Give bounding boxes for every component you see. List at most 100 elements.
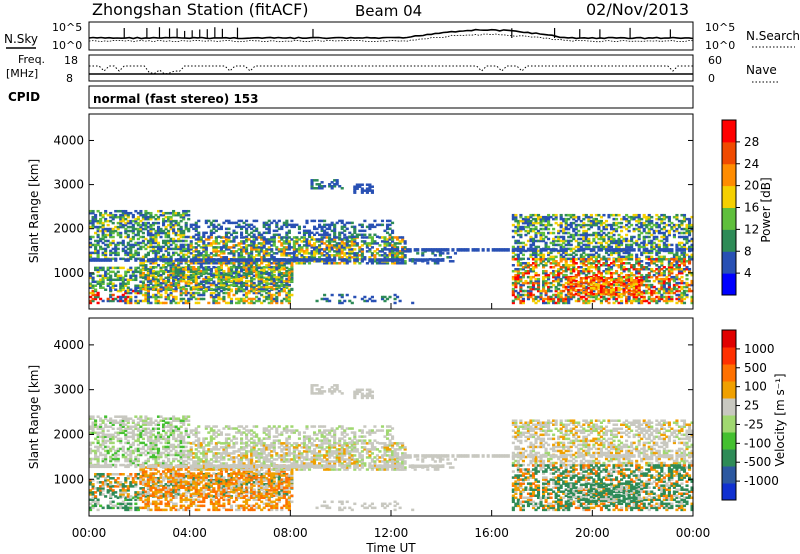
power-cell: [690, 297, 694, 301]
power-cell: [124, 213, 128, 217]
power-cell: [579, 291, 583, 295]
power-cell: [290, 279, 294, 283]
power-cell: [519, 227, 523, 231]
power-cell: [245, 262, 249, 265]
power-cell: [625, 284, 629, 288]
power-cell: [194, 285, 198, 289]
power-cell: [579, 258, 583, 261]
power-cell: [134, 288, 138, 291]
power-cell: [662, 225, 666, 229]
power-cell: [189, 262, 193, 265]
power-cell: [217, 291, 221, 295]
power-cell: [567, 253, 571, 257]
power-cell: [672, 255, 676, 259]
power-cell: [310, 231, 314, 235]
power-cell: [657, 245, 661, 249]
power-cell: [177, 270, 181, 274]
power-cell: [333, 244, 337, 247]
power-cell: [126, 241, 130, 245]
power-cell: [325, 233, 329, 237]
power-cell: [247, 297, 251, 301]
power-cell: [363, 219, 367, 223]
power-cell: [562, 301, 566, 305]
power-cell: [204, 265, 208, 269]
power-cell: [552, 271, 556, 275]
power-cell: [270, 221, 274, 225]
power-cell: [126, 251, 130, 255]
power-cell: [250, 279, 254, 283]
power-cell: [363, 240, 367, 243]
power-cell: [202, 271, 206, 275]
power-cell: [584, 273, 588, 277]
power-cell: [574, 273, 578, 277]
power-cell: [262, 231, 266, 235]
power-cell: [348, 248, 352, 251]
power-cell: [534, 219, 538, 223]
power-cell: [182, 231, 186, 235]
power-cell: [204, 275, 208, 279]
power-cell: [96, 293, 100, 297]
power-cell: [161, 241, 166, 245]
power-cell: [645, 283, 649, 287]
power-cell: [511, 258, 515, 261]
power-cell: [577, 243, 581, 247]
power-cell: [519, 258, 523, 261]
power-cell: [552, 243, 556, 247]
power-cell: [141, 264, 145, 267]
power-cell: [156, 279, 161, 283]
power-cell: [149, 262, 153, 265]
power-cell: [675, 297, 679, 301]
power-cell: [612, 264, 616, 267]
power-cell: [229, 221, 234, 225]
power-cell: [441, 252, 445, 255]
power-cell: [559, 297, 563, 301]
power-cell: [310, 252, 314, 255]
power-cell: [275, 221, 279, 225]
power-cell: [635, 223, 639, 227]
power-cell: [602, 269, 606, 273]
power-cell: [262, 238, 266, 241]
power-cell: [209, 229, 213, 233]
power-cell: [164, 291, 168, 295]
power-cell: [232, 250, 236, 253]
power-cell: [199, 240, 203, 243]
power-cell: [368, 233, 372, 237]
power-cell: [146, 275, 150, 279]
power-cell: [642, 251, 646, 255]
power-cell: [567, 247, 571, 251]
power-cell: [660, 285, 664, 289]
power-cell: [388, 252, 392, 255]
power-cell: [245, 219, 249, 223]
power-cell: [161, 213, 166, 217]
power-cell: [670, 287, 674, 291]
power-cell: [582, 225, 586, 229]
power-cell: [521, 281, 525, 285]
power-cell: [282, 221, 286, 225]
power-cell: [360, 223, 364, 227]
power-cell: [614, 223, 619, 227]
power-cell: [172, 273, 176, 277]
power-cell: [179, 275, 183, 279]
power-cell: [559, 245, 563, 249]
power-cell: [255, 264, 259, 267]
power-cell: [134, 289, 138, 293]
power-cell: [99, 217, 103, 221]
power-cell: [260, 301, 264, 305]
power-cell: [219, 227, 223, 231]
power-cell: [174, 245, 178, 249]
power-cell: [184, 273, 188, 277]
power-cell: [516, 227, 520, 231]
power-cell: [182, 235, 186, 239]
power-cell: [516, 269, 520, 273]
power-cell: [257, 285, 261, 289]
power-cell: [111, 221, 115, 225]
power-cell: [539, 255, 543, 259]
power-cell: [526, 289, 531, 293]
power-cell: [589, 221, 593, 225]
power-cell: [144, 260, 148, 263]
power-cell: [106, 276, 110, 280]
power-cell: [524, 269, 528, 273]
power-cell: [577, 241, 581, 245]
power-cell: [151, 227, 156, 231]
power-cell: [260, 233, 264, 237]
